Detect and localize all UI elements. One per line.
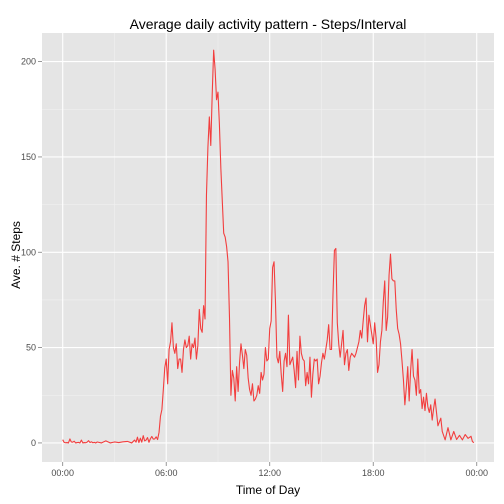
y-tick-label: 0 [31, 438, 36, 448]
y-axis: 0 50 100 150 200 [21, 57, 42, 448]
major-gridlines [42, 33, 494, 462]
x-axis-title: Time of Day [236, 483, 300, 497]
x-axis: 00:00 06:00 12:00 18:00 00:00 [51, 462, 488, 478]
y-tick-label: 50 [26, 343, 36, 353]
y-tick-label: 200 [21, 57, 36, 67]
chart-title: Average daily activity pattern - Steps/I… [130, 16, 407, 32]
x-tick-label: 18:00 [362, 468, 385, 478]
series-line-steps [62, 49, 475, 444]
series-layer [62, 49, 475, 444]
x-tick-label: 00:00 [465, 468, 488, 478]
x-tick-label: 12:00 [258, 468, 281, 478]
y-axis-title: Ave. # Steps [9, 221, 23, 289]
x-tick-label: 00:00 [51, 468, 74, 478]
y-tick-label: 100 [21, 247, 36, 257]
y-tick-label: 150 [21, 152, 36, 162]
x-tick-label: 06:00 [155, 468, 178, 478]
